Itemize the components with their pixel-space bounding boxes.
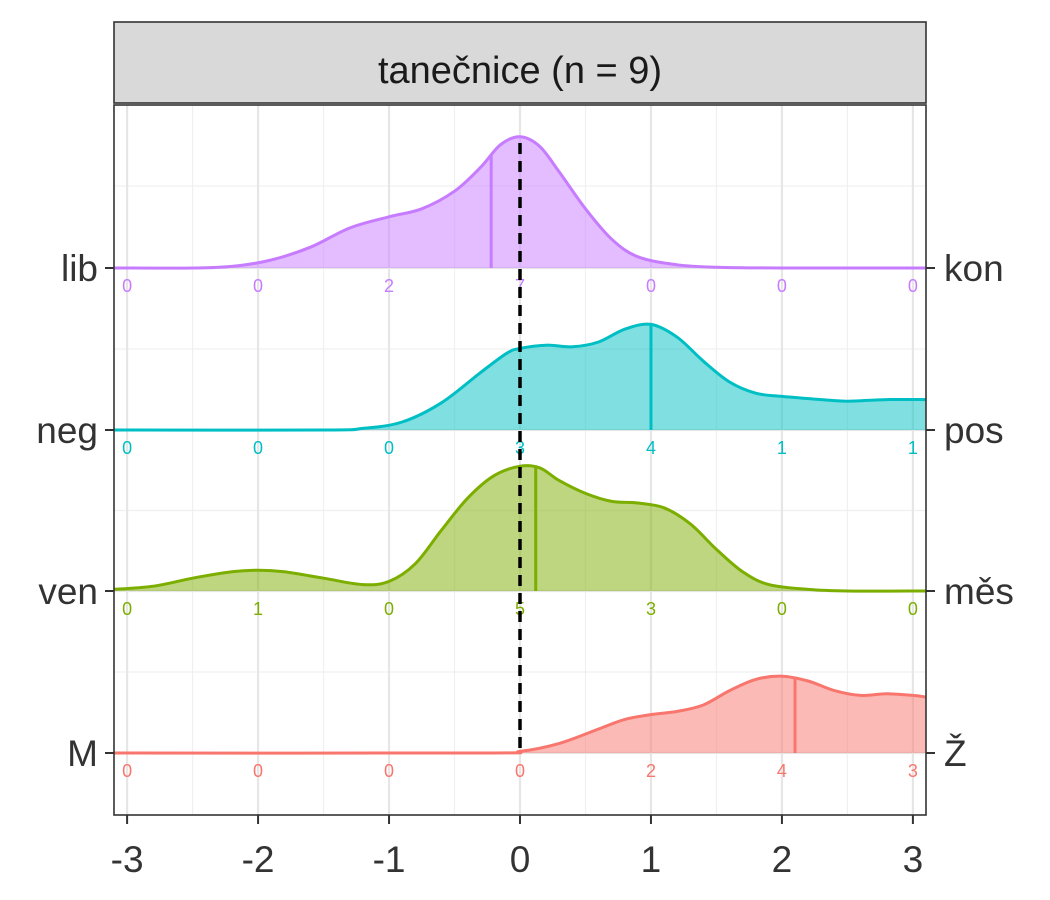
left-axis-label: M xyxy=(67,733,98,774)
count-label: 0 xyxy=(384,599,394,619)
count-label: 0 xyxy=(777,276,787,296)
count-label: 4 xyxy=(777,761,787,781)
count-label: 0 xyxy=(646,276,656,296)
right-axis-label: Ž xyxy=(944,733,967,774)
right-axis-label: pos xyxy=(944,410,1004,451)
left-axis-label: neg xyxy=(36,410,98,451)
count-label: 1 xyxy=(908,438,918,458)
x-tick-label: 3 xyxy=(903,839,924,880)
count-label: 1 xyxy=(253,599,263,619)
x-tick-label: 2 xyxy=(772,839,793,880)
count-label: 0 xyxy=(122,438,132,458)
count-label: 3 xyxy=(646,599,656,619)
count-label: 4 xyxy=(646,438,656,458)
count-label: 0 xyxy=(908,276,918,296)
count-label: 0 xyxy=(384,438,394,458)
count-label: 0 xyxy=(253,761,263,781)
x-tick-label: 1 xyxy=(641,839,662,880)
count-label: 0 xyxy=(253,276,263,296)
left-axis-label: ven xyxy=(38,571,98,612)
x-tick-label: -3 xyxy=(111,839,144,880)
x-tick-label: 0 xyxy=(510,839,531,880)
right-axis-label: kon xyxy=(944,248,1004,289)
ridge-M: 0 0 0 0 2 4 3 xyxy=(113,674,927,781)
facet-title: tanečnice (n = 9) xyxy=(378,50,662,92)
right-axis-label: měs xyxy=(944,571,1014,612)
count-label: 0 xyxy=(908,599,918,619)
count-label: 0 xyxy=(777,599,787,619)
count-label: 2 xyxy=(384,276,394,296)
count-label: 0 xyxy=(253,438,263,458)
density-line xyxy=(113,463,927,593)
count-label: 0 xyxy=(384,761,394,781)
count-label: 0 xyxy=(122,599,132,619)
count-label: 0 xyxy=(122,276,132,296)
density-line xyxy=(113,322,927,432)
axes: -3 -2 -1 0 1 2 3 lib kon neg pos ven měs M Ž xyxy=(36,248,1014,880)
facet-strip xyxy=(113,21,927,104)
density-line xyxy=(113,674,927,755)
x-tick-label: -2 xyxy=(242,839,275,880)
count-label: 3 xyxy=(515,438,525,458)
count-label: 0 xyxy=(515,761,525,781)
count-label: 3 xyxy=(908,761,918,781)
density-line xyxy=(113,135,927,270)
count-label: 7 xyxy=(515,276,525,296)
left-axis-label: lib xyxy=(61,248,98,289)
count-label: 0 xyxy=(122,761,132,781)
count-label: 2 xyxy=(646,761,656,781)
count-label: 5 xyxy=(515,599,525,619)
x-tick-label: -1 xyxy=(373,839,406,880)
count-label: 1 xyxy=(777,438,787,458)
